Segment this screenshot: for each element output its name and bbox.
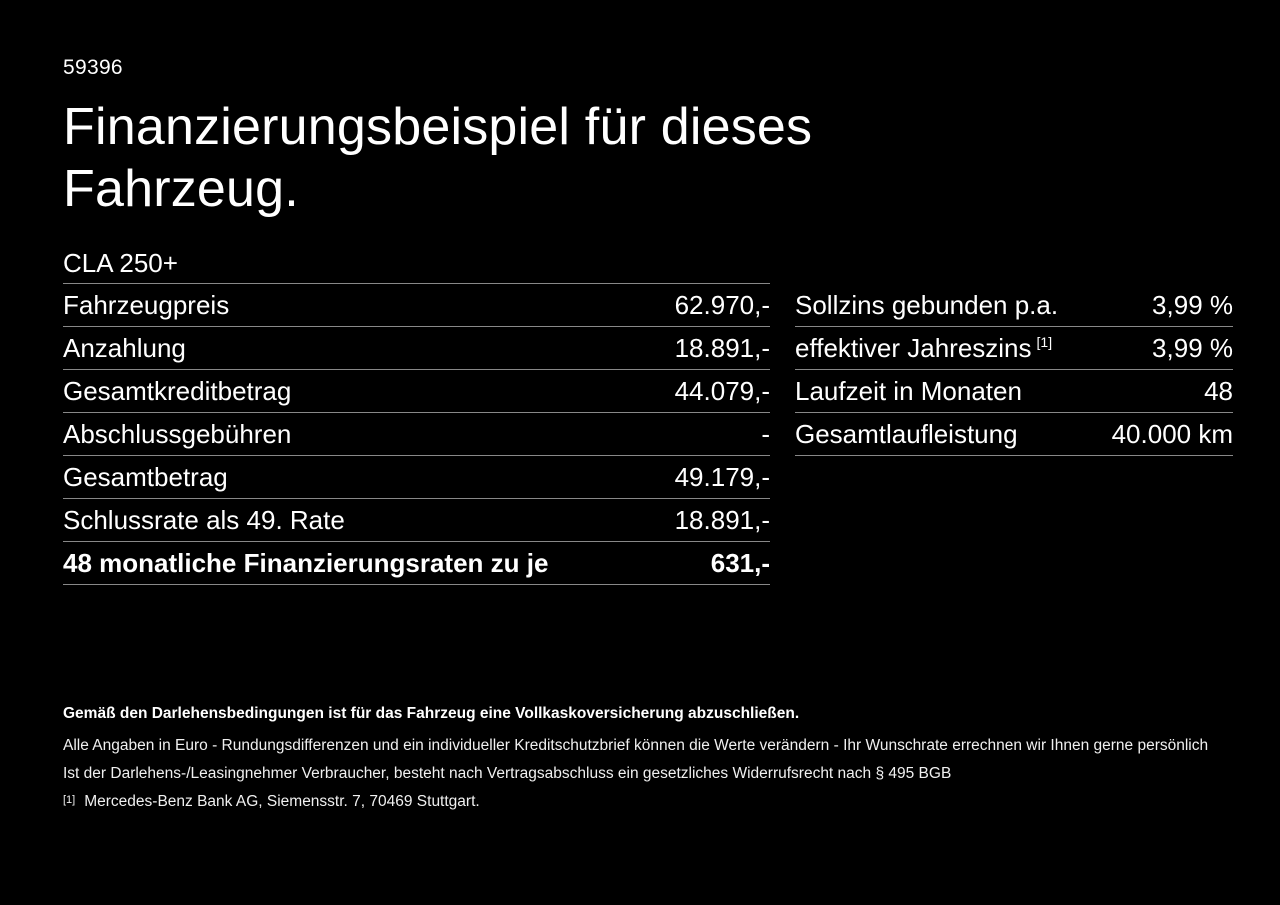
row-label: Fahrzeugpreis [63, 289, 230, 320]
row-value: 3,99 % [1152, 332, 1233, 363]
footer-notes: Gemäß den Darlehensbedingungen ist für d… [63, 704, 1233, 813]
row-label: Sollzins gebunden p.a. [795, 289, 1059, 320]
table-row: Sollzins gebunden p.a. 3,99 % [795, 284, 1233, 327]
row-value: 18.891,- [674, 332, 770, 363]
listing-id: 59396 [63, 56, 123, 79]
page-title: Finanzierungsbeispiel für dieses Fahrzeu… [63, 98, 813, 218]
footnote-marker: [1] [63, 794, 76, 806]
footnote-ref: [1] [1036, 333, 1053, 350]
row-label: 48 monatliche Finanzierungsraten zu je [63, 547, 549, 578]
row-value: 631,- [710, 547, 770, 578]
row-label: effektiver Jahreszins [1] [795, 332, 1053, 363]
footnote-text: Mercedes-Benz Bank AG, Siemensstr. 7, 70… [84, 793, 480, 810]
table-row: Anzahlung 18.891,- [63, 327, 770, 370]
conditions-table-rows: Sollzins gebunden p.a. 3,99 % effektiver J… [795, 284, 1233, 456]
row-value: 40.000 km [1111, 418, 1233, 449]
table-row: Laufzeit in Monaten 48 [795, 370, 1233, 413]
withdrawal-note: Ist der Darlehens-/Leasingnehmer Verbrau… [63, 765, 952, 782]
row-value: - [761, 418, 770, 449]
row-label: Abschlussgebühren [63, 418, 292, 449]
table-row: Gesamtbetrag 49.179,- [63, 456, 770, 499]
row-label: Anzahlung [63, 332, 186, 363]
row-value: 3,99 % [1152, 289, 1233, 320]
row-value: 18.891,- [674, 504, 770, 535]
disclaimer-note: Alle Angaben in Euro - Rundungsdifferenz… [63, 737, 1209, 754]
table-row: Abschlussgebühren - [63, 413, 770, 456]
row-value: 48 [1204, 375, 1233, 406]
table-row: Gesamtlaufleistung 40.000 km [795, 413, 1233, 456]
row-value: 62.970,- [674, 289, 770, 320]
table-row: Schlussrate als 49. Rate 18.891,- [63, 499, 770, 542]
table-row: 48 monatliche Finanzierungsraten zu je 63… [63, 542, 770, 585]
conditions-table: Sollzins gebunden p.a. 3,99 % effektiver J… [795, 284, 1233, 456]
vehicle-model: CLA 250+ [63, 248, 770, 284]
footnote: [1] Mercedes-Benz Bank AG, Siemensstr. 7… [63, 792, 1233, 813]
row-label: Gesamtlaufleistung [795, 418, 1018, 449]
insurance-note: Gemäß den Darlehensbedingungen ist für d… [63, 705, 800, 722]
row-label: Gesamtkreditbetrag [63, 375, 292, 406]
table-row: effektiver Jahreszins [1] 3,99 % [795, 327, 1233, 370]
table-row: Gesamtkreditbetrag 44.079,- [63, 370, 770, 413]
row-value: 49.179,- [674, 461, 770, 492]
row-value: 44.079,- [674, 375, 770, 406]
financing-table-rows: Fahrzeugpreis 62.970,- Anzahlung 18.891,- Ge… [63, 284, 770, 585]
table-row: Fahrzeugpreis 62.970,- [63, 284, 770, 327]
row-label: Schlussrate als 49. Rate [63, 504, 345, 535]
row-label: Gesamtbetrag [63, 461, 228, 492]
financing-table: CLA 250+ Fahrzeugpreis 62.970,- Anzahlung 1… [63, 248, 770, 585]
row-label: Laufzeit in Monaten [795, 375, 1022, 406]
